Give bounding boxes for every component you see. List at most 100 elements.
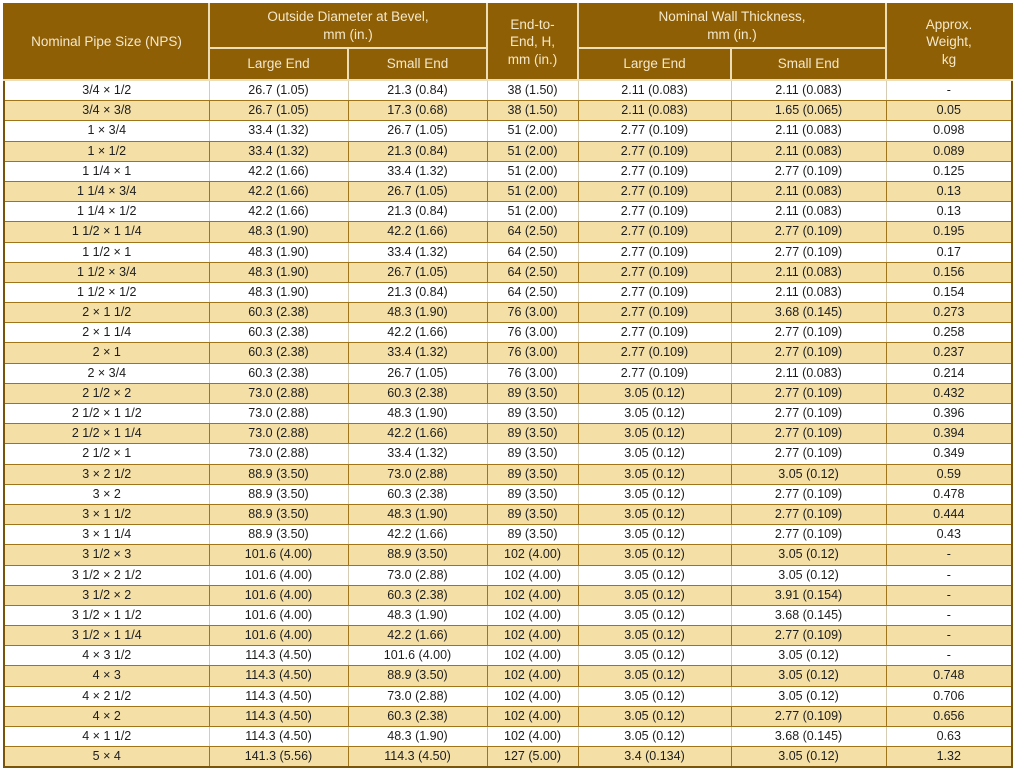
table-row: 1 1/2 × 1/2 48.3 (1.90) 21.3 (0.84) 64 (2.5… bbox=[3, 281, 1013, 304]
cell-od-small-end: 33.4 (1.32) bbox=[347, 241, 488, 263]
cell-nps: 2 1/2 × 2 bbox=[3, 382, 210, 405]
cell-wall-small-end: 2.77 (0.109) bbox=[730, 342, 887, 364]
cell-wall-large-end: 2.77 (0.109) bbox=[577, 221, 732, 243]
table-row: 5 × 4 141.3 (5.56) 114.3 (4.50) 127 (5.00) 3… bbox=[3, 746, 1013, 768]
cell-od-small-end: 73.0 (2.88) bbox=[347, 685, 488, 707]
table-row: 4 × 1 1/2 114.3 (4.50) 48.3 (1.90) 102 (4.0… bbox=[3, 725, 1013, 748]
cell-weight: 0.13 bbox=[885, 201, 1013, 223]
table-row: 4 × 3 1/2 114.3 (4.50) 101.6 (4.00) 102 (4.… bbox=[3, 645, 1013, 667]
table-row: 3 × 1 1/4 88.9 (3.50) 42.2 (1.66) 89 (3.50)… bbox=[3, 524, 1013, 546]
cell-wall-small-end: 2.77 (0.109) bbox=[730, 423, 887, 445]
cell-nps: 2 × 3/4 bbox=[3, 362, 210, 384]
cell-od-large-end: 101.6 (4.00) bbox=[208, 564, 349, 586]
cell-wall-small-end: 2.77 (0.109) bbox=[730, 241, 887, 263]
cell-wall-small-end: 3.68 (0.145) bbox=[730, 604, 887, 627]
table-row: 3/4 × 1/2 26.7 (1.05) 21.3 (0.84) 38 (1.50)… bbox=[3, 79, 1013, 102]
cell-wall-small-end: 2.77 (0.109) bbox=[730, 322, 887, 344]
cell-weight: 0.05 bbox=[885, 100, 1013, 122]
cell-weight: - bbox=[885, 604, 1013, 627]
table-row: 3 × 2 88.9 (3.50) 60.3 (2.38) 89 (3.50) 3.05… bbox=[3, 483, 1013, 505]
cell-end-to-end: 76 (3.00) bbox=[486, 302, 579, 324]
cell-wall-large-end: 3.05 (0.12) bbox=[577, 685, 732, 707]
cell-wall-large-end: 3.05 (0.12) bbox=[577, 463, 732, 485]
cell-nps: 3 1/2 × 1 1/4 bbox=[3, 625, 210, 647]
cell-weight: 0.656 bbox=[885, 705, 1013, 728]
cell-nps: 2 × 1 1/2 bbox=[3, 302, 210, 324]
cell-weight: 0.13 bbox=[885, 180, 1013, 203]
cell-end-to-end: 38 (1.50) bbox=[486, 79, 579, 102]
cell-weight: 0.125 bbox=[885, 160, 1013, 182]
header-od-small-end: Small End bbox=[346, 47, 489, 81]
cell-wall-large-end: 3.05 (0.12) bbox=[577, 483, 732, 505]
cell-wall-small-end: 2.11 (0.083) bbox=[730, 281, 887, 304]
table-row: 2 1/2 × 2 73.0 (2.88) 60.3 (2.38) 89 (3.50)… bbox=[3, 382, 1013, 405]
cell-wall-large-end: 3.05 (0.12) bbox=[577, 524, 732, 546]
cell-end-to-end: 51 (2.00) bbox=[486, 201, 579, 223]
table-row: 3 × 1 1/2 88.9 (3.50) 48.3 (1.90) 89 (3.50)… bbox=[3, 503, 1013, 526]
cell-nps: 1 1/2 × 1 1/4 bbox=[3, 221, 210, 243]
cell-end-to-end: 127 (5.00) bbox=[486, 746, 579, 768]
cell-od-large-end: 26.7 (1.05) bbox=[208, 100, 349, 122]
cell-wall-small-end: 2.77 (0.109) bbox=[730, 382, 887, 405]
table-row: 2 × 3/4 60.3 (2.38) 26.7 (1.05) 76 (3.00) 2.… bbox=[3, 362, 1013, 384]
table-row: 4 × 2 1/2 114.3 (4.50) 73.0 (2.88) 102 (4.0… bbox=[3, 685, 1013, 707]
cell-od-large-end: 141.3 (5.56) bbox=[208, 746, 349, 768]
cell-od-small-end: 26.7 (1.05) bbox=[347, 120, 488, 142]
cell-od-large-end: 101.6 (4.00) bbox=[208, 625, 349, 647]
cell-od-large-end: 114.3 (4.50) bbox=[208, 725, 349, 748]
cell-od-small-end: 88.9 (3.50) bbox=[347, 544, 488, 566]
cell-wall-small-end: 2.77 (0.109) bbox=[730, 221, 887, 243]
cell-weight: 0.63 bbox=[885, 725, 1013, 748]
cell-weight: - bbox=[885, 564, 1013, 586]
table-body: 3/4 × 1/2 26.7 (1.05) 21.3 (0.84) 38 (1.50)… bbox=[3, 79, 1013, 768]
cell-wall-large-end: 3.05 (0.12) bbox=[577, 705, 732, 728]
cell-wall-small-end: 3.05 (0.12) bbox=[730, 645, 887, 667]
cell-nps: 2 1/2 × 1 bbox=[3, 443, 210, 465]
cell-od-large-end: 42.2 (1.66) bbox=[208, 160, 349, 182]
table-row: 1 1/4 × 1 42.2 (1.66) 33.4 (1.32) 51 (2.00)… bbox=[3, 160, 1013, 182]
cell-wall-small-end: 2.77 (0.109) bbox=[730, 625, 887, 647]
cell-od-small-end: 60.3 (2.38) bbox=[347, 483, 488, 505]
cell-od-large-end: 114.3 (4.50) bbox=[208, 665, 349, 687]
cell-wall-large-end: 3.05 (0.12) bbox=[577, 725, 732, 748]
cell-end-to-end: 89 (3.50) bbox=[486, 483, 579, 505]
cell-wall-small-end: 2.11 (0.083) bbox=[730, 180, 887, 203]
cell-od-large-end: 60.3 (2.38) bbox=[208, 342, 349, 364]
table-row: 2 1/2 × 1 1/4 73.0 (2.88) 42.2 (1.66) 89 (3… bbox=[3, 423, 1013, 445]
cell-wall-small-end: 2.11 (0.083) bbox=[730, 362, 887, 384]
table-row: 3 1/2 × 2 101.6 (4.00) 60.3 (2.38) 102 (4.0… bbox=[3, 584, 1013, 606]
table-header-sub-row: Large End Small End Large End Small End bbox=[4, 47, 1012, 81]
table-row: 3 1/2 × 1 1/4 101.6 (4.00) 42.2 (1.66) 102 … bbox=[3, 625, 1013, 647]
cell-end-to-end: 51 (2.00) bbox=[486, 140, 579, 162]
cell-wall-large-end: 2.77 (0.109) bbox=[577, 120, 732, 142]
cell-wall-small-end: 2.11 (0.083) bbox=[730, 261, 887, 283]
cell-od-large-end: 60.3 (2.38) bbox=[208, 322, 349, 344]
cell-od-small-end: 26.7 (1.05) bbox=[347, 261, 488, 283]
cell-weight: 0.214 bbox=[885, 362, 1013, 384]
cell-nps: 2 × 1 bbox=[3, 342, 210, 364]
cell-wall-large-end: 2.77 (0.109) bbox=[577, 241, 732, 263]
cell-nps: 4 × 3 1/2 bbox=[3, 645, 210, 667]
table-row: 3 1/2 × 1 1/2 101.6 (4.00) 48.3 (1.90) 102 … bbox=[3, 604, 1013, 627]
table-row: 1 1/2 × 1 48.3 (1.90) 33.4 (1.32) 64 (2.50)… bbox=[3, 241, 1013, 263]
cell-weight: - bbox=[885, 625, 1013, 647]
cell-wall-small-end: 3.05 (0.12) bbox=[730, 463, 887, 485]
cell-od-large-end: 48.3 (1.90) bbox=[208, 241, 349, 263]
cell-od-large-end: 101.6 (4.00) bbox=[208, 584, 349, 606]
cell-end-to-end: 102 (4.00) bbox=[486, 564, 579, 586]
cell-wall-small-end: 3.05 (0.12) bbox=[730, 544, 887, 566]
cell-od-small-end: 60.3 (2.38) bbox=[347, 584, 488, 606]
cell-end-to-end: 89 (3.50) bbox=[486, 463, 579, 485]
cell-od-small-end: 42.2 (1.66) bbox=[347, 625, 488, 647]
cell-nps: 3 × 2 bbox=[3, 483, 210, 505]
cell-wall-large-end: 3.05 (0.12) bbox=[577, 665, 732, 687]
cell-end-to-end: 89 (3.50) bbox=[486, 503, 579, 526]
cell-od-small-end: 33.4 (1.32) bbox=[347, 443, 488, 465]
cell-od-small-end: 42.2 (1.66) bbox=[347, 524, 488, 546]
cell-wall-small-end: 2.77 (0.109) bbox=[730, 503, 887, 526]
cell-nps: 1 × 3/4 bbox=[3, 120, 210, 142]
cell-weight: 0.098 bbox=[885, 120, 1013, 142]
cell-nps: 3 × 1 1/4 bbox=[3, 524, 210, 546]
header-outside-diameter-group: Outside Diameter at Bevel, mm (in.) bbox=[207, 3, 489, 49]
header-wall-thickness-group: Nominal Wall Thickness, mm (in.) bbox=[577, 3, 888, 49]
